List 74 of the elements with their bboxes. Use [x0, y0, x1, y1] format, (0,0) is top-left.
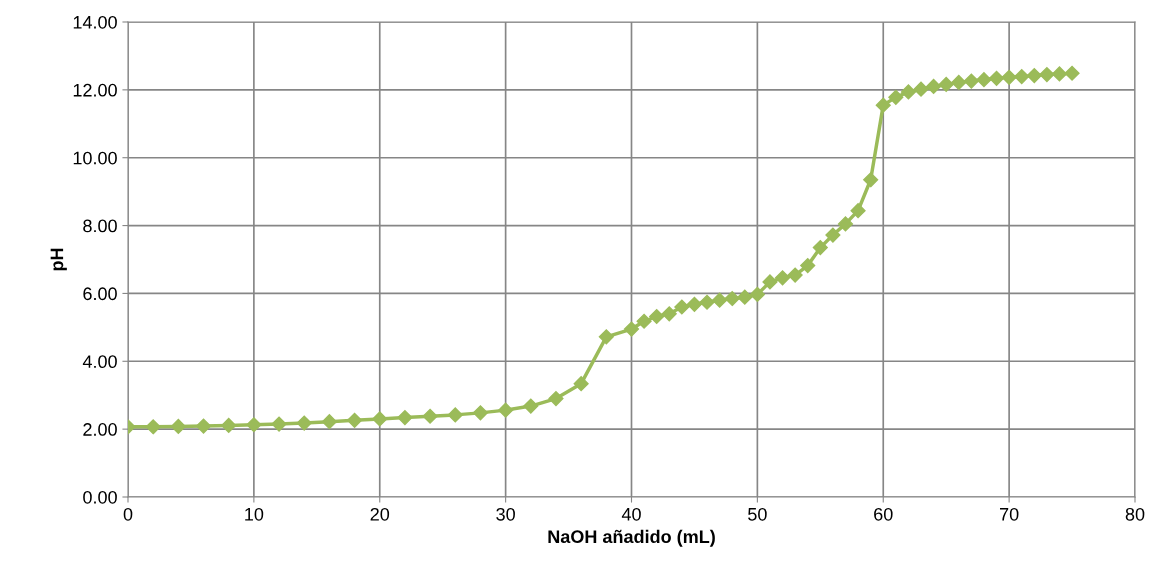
point	[195, 418, 212, 434]
point	[498, 402, 514, 418]
point	[787, 267, 803, 283]
point	[749, 286, 765, 303]
point	[636, 313, 652, 329]
point	[1001, 69, 1017, 85]
point	[523, 398, 539, 414]
point	[372, 411, 388, 427]
y-tick-label: 8.00	[83, 219, 117, 233]
point	[397, 410, 413, 426]
point	[963, 73, 979, 89]
point	[271, 416, 287, 432]
x-tick-label: 80	[1125, 507, 1145, 521]
point	[321, 414, 337, 430]
point	[825, 227, 841, 243]
x-tick-label: 40	[621, 507, 641, 521]
point	[913, 81, 929, 97]
point	[988, 70, 1005, 86]
point	[976, 72, 992, 88]
point	[812, 240, 828, 256]
point	[674, 299, 690, 315]
point	[1051, 66, 1068, 82]
x-tick-label: 10	[245, 507, 264, 521]
x-tick-label: 20	[370, 507, 390, 521]
y-tick-label: 6.00	[83, 287, 117, 301]
point	[1039, 67, 1055, 83]
point	[573, 376, 589, 392]
point	[837, 216, 854, 232]
y-tick-label: 2.00	[83, 423, 117, 436]
point	[623, 321, 640, 337]
x-tick-label: 50	[748, 507, 767, 521]
x-tick-label: 30	[496, 507, 515, 521]
point	[661, 306, 677, 322]
point	[762, 274, 778, 290]
x-tick-label: 0	[123, 507, 133, 521]
point	[422, 408, 438, 424]
point	[598, 329, 614, 345]
point	[347, 412, 363, 428]
point	[850, 203, 866, 219]
point	[699, 294, 715, 310]
point	[548, 391, 564, 407]
point	[170, 418, 186, 434]
point	[951, 74, 967, 90]
point	[246, 417, 262, 433]
y-tick-label: 14.00	[73, 15, 117, 29]
y-tick-label: 4.00	[82, 355, 117, 369]
point	[774, 270, 791, 286]
point	[900, 84, 916, 100]
point	[800, 258, 816, 274]
point	[737, 289, 753, 305]
y-tick-label: 10.00	[73, 151, 117, 165]
point	[649, 308, 665, 325]
point	[712, 292, 728, 308]
point	[1064, 65, 1080, 81]
x-tick-label: 70	[1000, 507, 1019, 521]
y-axis-title: pH	[50, 248, 67, 271]
x-tick-label: 60	[874, 507, 893, 521]
point	[875, 97, 891, 113]
point	[145, 419, 161, 435]
point	[472, 405, 489, 421]
point	[1014, 69, 1030, 85]
point	[221, 417, 237, 433]
point	[724, 290, 740, 307]
y-tick-label: 12.00	[73, 83, 117, 97]
point	[1026, 68, 1042, 84]
x-axis-title: NaOH añadido (mL)	[548, 529, 715, 547]
point	[938, 76, 954, 92]
point	[447, 407, 463, 423]
point	[926, 78, 942, 95]
y-tick-label: 0.00	[83, 490, 117, 504]
point	[888, 89, 904, 105]
point	[863, 172, 879, 188]
point	[686, 296, 703, 312]
point	[296, 415, 312, 431]
